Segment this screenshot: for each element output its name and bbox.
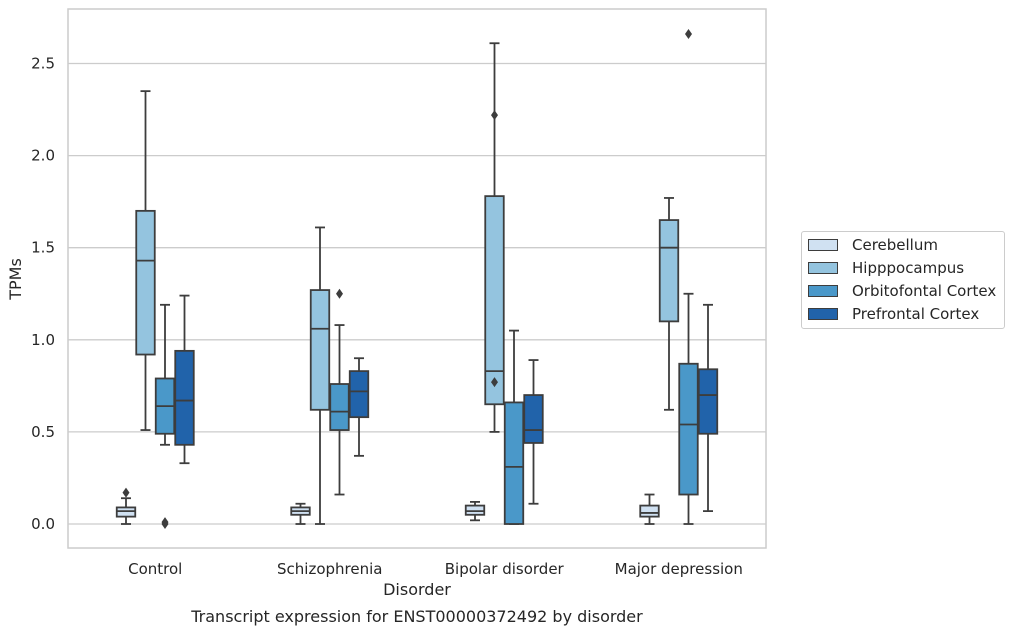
box-cerebellum bbox=[115, 487, 137, 525]
outlier-point bbox=[161, 517, 169, 528]
x-tick-label: Major depression bbox=[615, 560, 743, 578]
box-hipppocampus bbox=[484, 42, 505, 433]
box-iqr bbox=[115, 506, 137, 518]
outlier-point bbox=[122, 487, 130, 498]
boxes bbox=[115, 29, 719, 529]
y-tick-label: 2.5 bbox=[31, 55, 55, 73]
legend-item-orbitofrontal-cortex: Orbitofontal Cortex bbox=[808, 280, 996, 302]
legend-label: Orbitofontal Cortex bbox=[852, 282, 997, 300]
box-orbitofontal-cortex bbox=[329, 288, 350, 496]
y-tick-label: 0.0 bbox=[31, 515, 55, 533]
legend-label: Prefrontal Cortex bbox=[852, 305, 980, 323]
box-orbitofontal-cortex bbox=[503, 329, 525, 525]
legend-swatch-orbitofrontal-cortex bbox=[808, 285, 838, 297]
box-prefrontal-cortex bbox=[348, 357, 370, 457]
outlier-point bbox=[491, 377, 498, 388]
plot-frame bbox=[67, 8, 767, 549]
box-hipppocampus bbox=[309, 226, 331, 525]
box-cerebellum bbox=[639, 493, 660, 525]
x-tick-label: Bipolar disorder bbox=[445, 560, 565, 578]
y-axis-title: TPMs bbox=[6, 258, 25, 301]
box-hipppocampus bbox=[135, 90, 156, 431]
box-orbitofontal-cortex bbox=[678, 29, 699, 525]
x-axis-title: Disorder bbox=[383, 580, 451, 599]
box-iqr bbox=[484, 195, 505, 406]
box-iqr bbox=[658, 219, 680, 323]
y-tick-label: 1.5 bbox=[31, 239, 55, 257]
legend-item-hippocampus: Hipppocampus bbox=[808, 257, 964, 279]
legend-swatch-hippocampus bbox=[808, 262, 838, 274]
box-iqr bbox=[639, 504, 660, 518]
x-tick-label: Control bbox=[128, 560, 182, 578]
box-prefrontal-cortex bbox=[523, 359, 544, 505]
box-prefrontal-cortex bbox=[174, 294, 195, 465]
box-iqr bbox=[174, 349, 195, 446]
box-iqr bbox=[135, 209, 156, 356]
legend-label: Hipppocampus bbox=[852, 259, 965, 277]
y-tick-label: 1.0 bbox=[31, 331, 55, 349]
y-tick-label: 2.0 bbox=[31, 147, 55, 165]
outlier-point bbox=[336, 288, 343, 299]
box-iqr bbox=[503, 401, 525, 525]
box-orbitofontal-cortex bbox=[154, 303, 176, 529]
legend-swatch-prefrontal-cortex bbox=[808, 308, 838, 320]
box-cerebellum bbox=[464, 500, 486, 522]
box-iqr bbox=[464, 504, 486, 516]
legend-swatch-cerebellum bbox=[808, 239, 838, 251]
outlier-point bbox=[685, 29, 692, 40]
box-iqr bbox=[329, 383, 350, 431]
box-hipppocampus bbox=[658, 197, 680, 411]
box-iqr bbox=[523, 394, 544, 444]
legend: Cerebellum Hipppocampus Orbitofontal Cor… bbox=[801, 231, 1005, 329]
legend-item-prefrontal-cortex: Prefrontal Cortex bbox=[808, 303, 979, 325]
x-tick-labels: Control Schizophrenia Bipolar disorder Majo… bbox=[128, 560, 743, 578]
y-tick-labels: 0.0 0.5 1.0 1.5 2.0 2.5 bbox=[31, 55, 55, 534]
chart-title: Transcript expression for ENST0000037249… bbox=[190, 607, 643, 626]
box-iqr bbox=[348, 370, 370, 419]
y-tick-label: 0.5 bbox=[31, 423, 55, 441]
legend-item-cerebellum: Cerebellum bbox=[808, 234, 938, 256]
box-cerebellum bbox=[290, 502, 311, 525]
box-prefrontal-cortex bbox=[697, 303, 719, 513]
legend-label: Cerebellum bbox=[852, 236, 938, 254]
outlier-point bbox=[491, 110, 498, 121]
box-iqr bbox=[678, 362, 699, 496]
x-tick-label: Schizophrenia bbox=[277, 560, 382, 578]
box-iqr bbox=[697, 368, 719, 435]
box-iqr bbox=[309, 289, 331, 411]
